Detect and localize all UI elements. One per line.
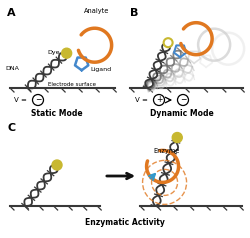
Text: Ligand: Ligand: [91, 67, 112, 72]
Circle shape: [62, 48, 72, 58]
Text: Electrode surface: Electrode surface: [48, 82, 96, 87]
Text: A: A: [7, 8, 16, 18]
Circle shape: [172, 133, 182, 143]
Circle shape: [164, 38, 173, 47]
Circle shape: [32, 94, 44, 105]
Circle shape: [178, 94, 188, 105]
Circle shape: [154, 94, 164, 105]
Text: B: B: [130, 8, 138, 18]
Circle shape: [52, 160, 62, 170]
Text: Enzymatic Activity: Enzymatic Activity: [85, 218, 165, 227]
Text: V =: V =: [14, 97, 29, 103]
Text: C: C: [7, 123, 15, 133]
Text: DNA: DNA: [5, 65, 19, 70]
Text: Dynamic Mode: Dynamic Mode: [150, 109, 214, 118]
Text: −: −: [35, 95, 41, 104]
Text: Dye: Dye: [47, 50, 60, 55]
Text: −: −: [180, 95, 186, 104]
Text: Static Mode: Static Mode: [31, 109, 83, 118]
Text: Analyte: Analyte: [84, 8, 109, 14]
Text: Enzyme: Enzyme: [154, 148, 180, 154]
Text: V =: V =: [135, 97, 150, 103]
Text: +: +: [156, 95, 162, 104]
